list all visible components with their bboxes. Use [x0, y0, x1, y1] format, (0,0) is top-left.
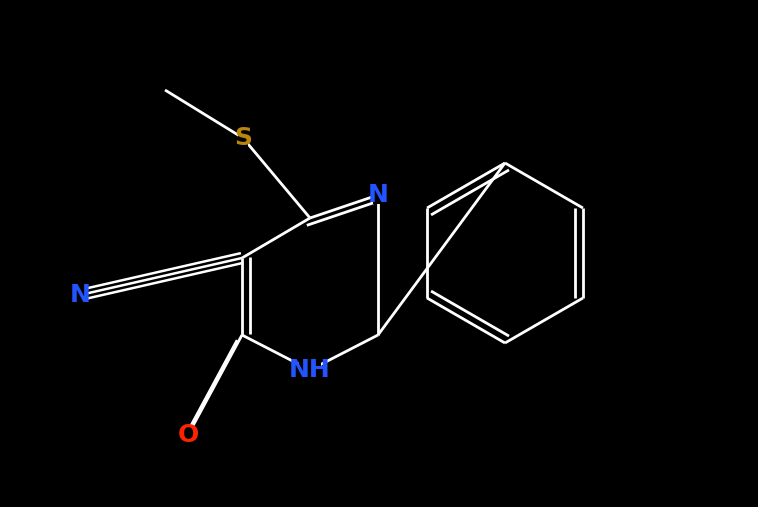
FancyBboxPatch shape	[74, 286, 86, 304]
FancyBboxPatch shape	[299, 361, 321, 379]
Text: S: S	[234, 126, 252, 150]
Text: N: N	[368, 183, 388, 207]
FancyBboxPatch shape	[237, 129, 249, 147]
Text: N: N	[70, 283, 90, 307]
FancyBboxPatch shape	[372, 186, 384, 204]
Text: O: O	[177, 423, 199, 447]
FancyBboxPatch shape	[183, 426, 193, 444]
Text: NH: NH	[289, 358, 331, 382]
